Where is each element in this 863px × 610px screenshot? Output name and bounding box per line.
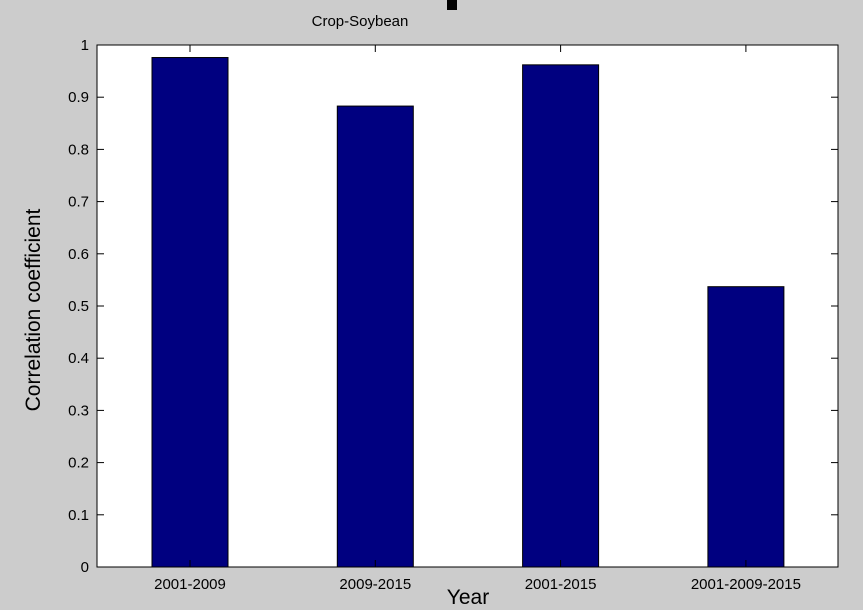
bar-2009-2015: [336, 105, 414, 568]
bar-2001-2015: [522, 64, 600, 568]
bars-group: [151, 57, 785, 568]
y-tick-label: 0.2: [68, 455, 89, 472]
chart-title: Crop-Soybean: [312, 13, 409, 30]
y-tick-label: 0.3: [68, 402, 89, 419]
x-tick-label: 2001-2009-2015: [691, 576, 801, 593]
x-tick-label: 2001-2015: [525, 576, 597, 593]
bar-2001-2009: [151, 57, 229, 568]
y-tick-label: 1: [81, 37, 89, 54]
x-axis-label: Year: [447, 586, 489, 609]
y-tick-label: 0.8: [68, 141, 89, 158]
y-axis-label: Correlation coefficient: [22, 208, 45, 411]
y-tick-label: 0.7: [68, 194, 89, 211]
y-tick-label: 0: [81, 559, 89, 576]
x-tick-label: 2009-2015: [339, 576, 411, 593]
ticks-group: 0 0.1 0.2 0.3 0.4 0.5 0.6 0.7 0.8 0.9 1 2001-2009 20…: [68, 37, 838, 593]
axes-frame: [96, 44, 839, 568]
bar-2001-2009-2015: [707, 286, 785, 568]
y-tick-label: 0.5: [68, 298, 89, 315]
x-tick-label: 2001-2009: [154, 576, 226, 593]
y-tick-label: 0.1: [68, 507, 89, 524]
y-tick-label: 0.4: [68, 350, 89, 367]
y-tick-label: 0.6: [68, 246, 89, 263]
square-marker-icon: [447, 0, 457, 10]
y-tick-label: 0.9: [68, 89, 89, 106]
